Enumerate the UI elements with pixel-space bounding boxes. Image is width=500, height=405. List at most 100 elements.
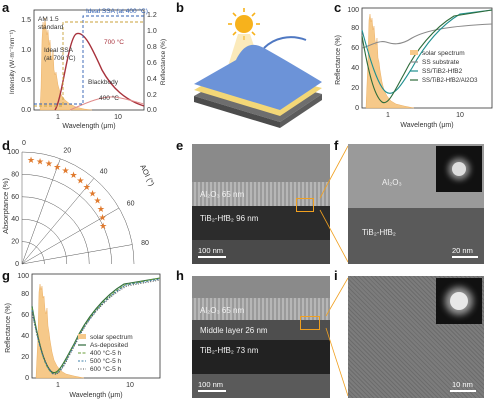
c-legend: solar spectrum SS substrate SS/TiB2-HfB2… [410,50,478,84]
d-data-point: ★ [53,162,61,172]
c-ss-substrate [361,23,493,49]
c-legend-2: SS/TiB2-HfB2 [422,68,463,75]
e-scalebar [198,256,226,258]
panel-label-h: h [176,268,184,283]
panel-e-tem-image: Al₂O₃ 65 nm TiB₂-HfB₂ 96 nm 100 nm [192,144,330,264]
d-data-point: ★ [27,155,35,165]
polar-arc [21,218,68,265]
d-data-point: ★ [36,156,44,166]
ideal-ssa-700 [34,21,144,107]
c-y-tick-1: 20 [351,85,359,92]
d-data-point: ★ [62,166,70,176]
f-scale-text: 20 nm [452,246,473,255]
d-data-point: ★ [98,213,106,223]
h-layer2-label: Middle layer 26 nm [200,326,268,335]
c-xlabel: Wavelength (μm) [400,122,453,129]
e-scale-text: 100 nm [198,246,224,255]
e-layer2-label: TiB₂-HfB₂ 96 nm [200,214,259,223]
a-left-tick-2: 1.0 [21,47,31,54]
d-data-point: ★ [97,204,105,214]
d-r-tick: 0 [15,261,19,268]
sun-icon [228,8,260,40]
g-y-tick-0: 0 [25,375,29,382]
polar-spoke [21,207,120,265]
d-r-tick: 20 [11,239,19,246]
c-legend-0: solar spectrum [422,50,465,57]
a-annot-700: 700 °C [104,38,124,46]
panel-b-illustration [194,8,322,128]
a-x-tick-1: 10 [114,114,122,121]
panel-label-a: a [2,0,10,15]
g-xlabel: Wavelength (μm) [69,392,122,399]
polar-arc [21,241,45,265]
g-solar-spectrum [35,283,85,379]
d-data-point: ★ [99,221,107,231]
polar-arc [21,151,135,265]
panel-c-chart: 0 20 40 60 80 100 1 10 Wavelength (μm) R… [335,7,493,129]
a-annot-am15: AM 1.5 [38,16,59,23]
polar-arc [21,174,112,265]
i-scale-text: 10 nm [452,380,473,389]
c-y-tick-2: 40 [351,65,359,72]
polar-spoke [21,158,61,265]
a-annot-ideal700-2: (at 700 °C) [44,54,76,62]
a-annot-blackbody: Blackbody [88,79,119,86]
panel-label-e: e [176,138,184,153]
panel-label-f: f [334,138,339,153]
g-x-tick-0: 1 [56,382,60,389]
d-angle-tick: 0 [22,140,26,147]
a-annot-ideal400: Ideal SSA (at 400 °C) [86,7,148,15]
c-legend-1: SS substrate [422,59,460,66]
e-layer1-label: Al₂O₃ 65 nm [200,190,245,199]
g-ylabel: Reflectance (%) [5,303,12,353]
c-tib2 [361,9,493,94]
polar-spoke [21,178,95,265]
c-y-tick-0: 0 [355,105,359,112]
d-data-point: ★ [76,176,84,186]
h-layer1-label: Al₂O₃ 65 nm [200,306,245,315]
c-solar-spectrum [365,13,415,109]
d-angle-tick: 80 [141,240,149,247]
g-y-tick-3: 60 [21,312,29,319]
blackbody-400-curve [69,96,145,111]
a-left-tick-0: 0.0 [21,107,31,114]
a-annot-400: 400 °C [99,94,119,102]
a-right-tick-5: 1.0 [147,28,157,35]
panel-label-d: d [2,138,10,153]
f-scalebar [452,256,478,258]
polar-spoke [21,244,133,265]
g-legend-2: 400 °C-5 h [90,349,122,357]
f-layer1-label: Al₂O₃ [382,178,402,187]
panel-label-c: c [334,0,342,15]
panel-a-chart: 0.0 0.5 1.0 1.5 0.0 0.2 0.4 0.6 0.8 1.0 … [9,7,167,130]
a-annot-ideal700-1: Ideal SSA [44,47,74,54]
d-data-point: ★ [93,196,101,206]
d-data-point: ★ [88,189,96,199]
g-legend-3: 500 °C-5 h [90,357,122,365]
d-data-point: ★ [69,170,77,180]
d-r-tick: 80 [11,171,19,178]
a-right-tick-6: 1.2 [147,12,157,19]
g-legend: solar spectrum As-deposited 400 °C-5 h 5… [78,334,133,373]
c-x-tick-0: 1 [386,112,390,119]
h-layer3-label: TiB₂-HfB₂ 73 nm [200,346,259,355]
d-data-point: ★ [83,182,91,192]
d-angle-tick: 40 [100,168,108,175]
a-right-tick-2: 0.4 [147,76,157,83]
g-y-tick-4: 80 [21,291,29,298]
a-x-tick-0: 1 [56,114,60,121]
g-x-tick-1: 10 [126,382,134,389]
a-ylabel-right: Reflectance (%) [160,39,167,85]
connector-h-i [325,277,348,397]
am15-spectrum [39,17,93,111]
g-legend-4: 600 °C-5 h [90,365,122,373]
h-scale-text: 100 nm [198,380,224,389]
a-annot-standard: standard [38,24,64,31]
d-angle-tick: 20 [63,147,71,154]
g-y-tick-5: 100 [17,273,29,280]
c-al2o3 [361,9,493,104]
d-data-point: ★ [45,158,53,168]
d-ylabel: Absorptance (%) [1,178,10,234]
panel-f-tem-image: Al₂O₃ TiB₂-HfB₂ 20 nm [348,144,484,264]
